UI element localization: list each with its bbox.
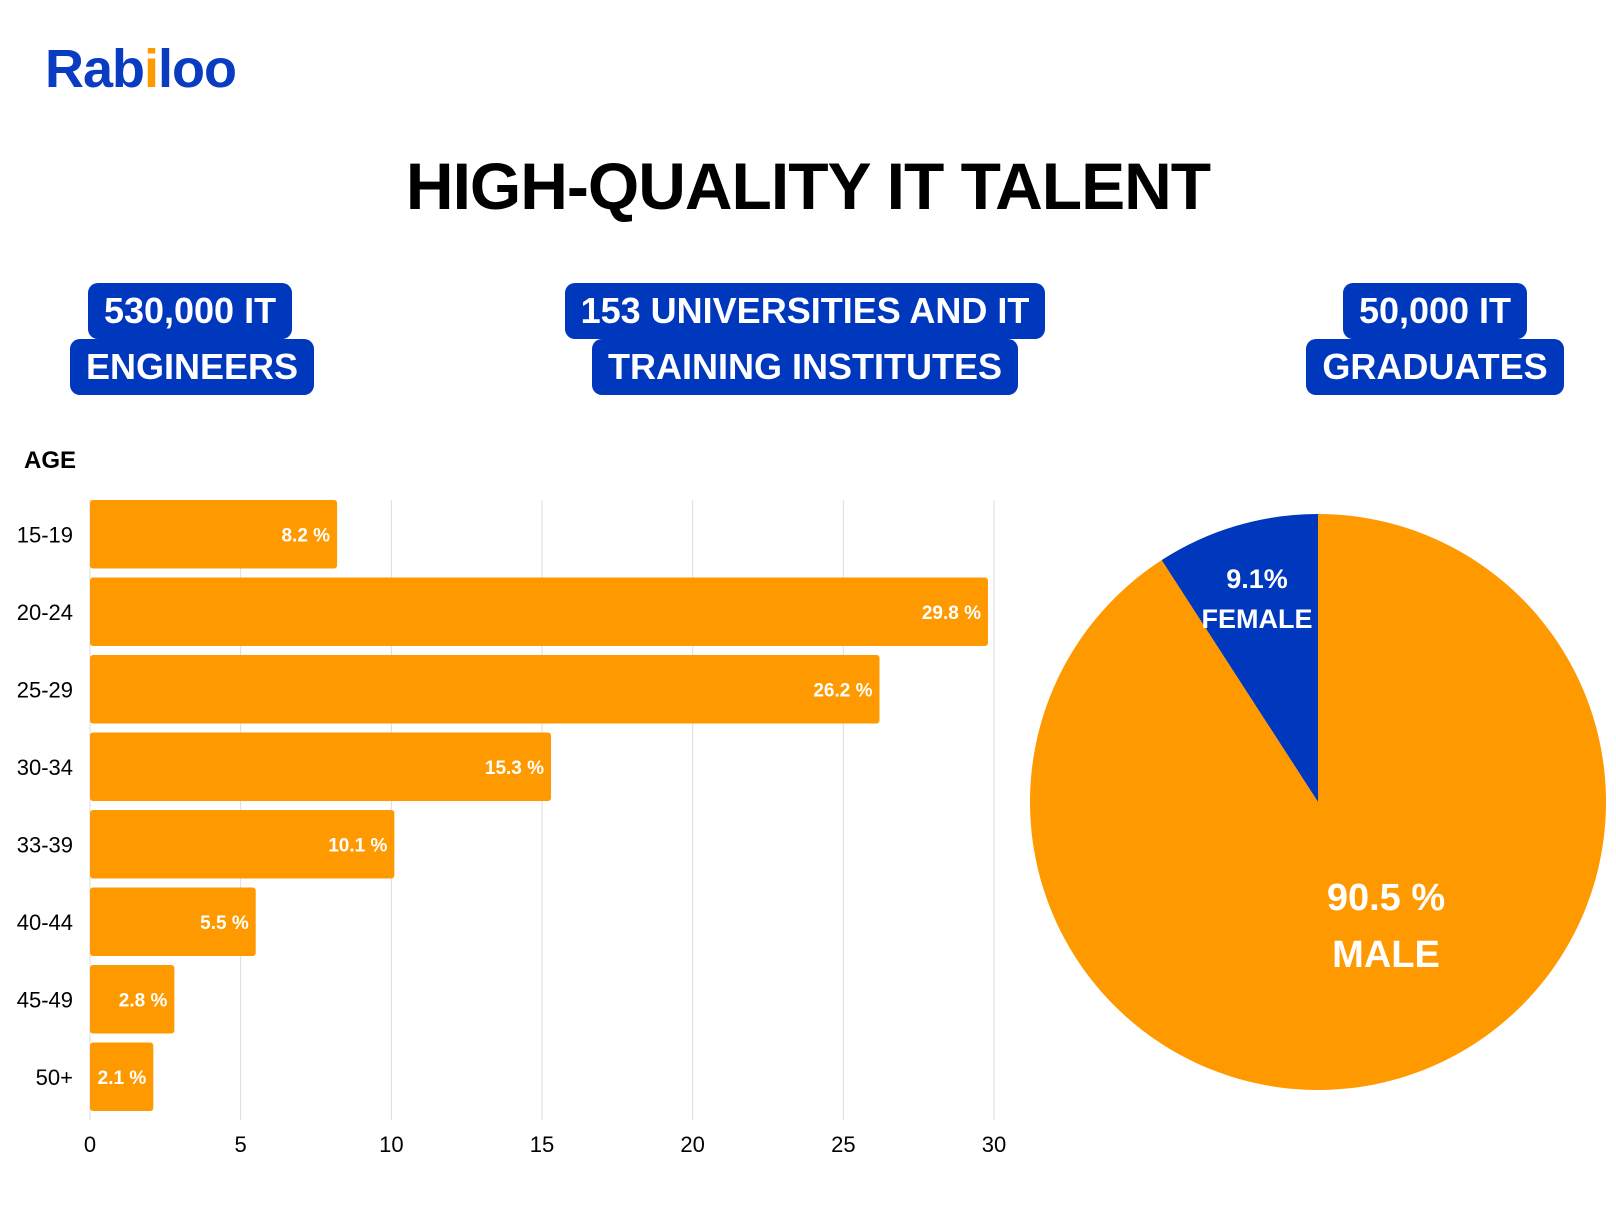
y-tick-label: 15-19 [17,522,73,547]
badge-line: 530,000 IT [87,283,293,339]
bar-data-label: 8.2 % [281,525,330,546]
bar-data-label: 26.2 % [813,680,872,701]
bar-50+ [90,1042,154,1111]
x-tick-label: 0 [84,1132,96,1157]
x-tick-label: 25 [831,1132,855,1157]
x-tick-label: 15 [530,1132,554,1157]
badge-line: 153 UNIVERSITIES AND IT [564,283,1046,339]
bar-40-44 [90,887,256,956]
badge-line: ENGINEERS [70,339,315,395]
badge-line: 50,000 IT [1342,283,1528,339]
bar-data-label: 15.3 % [485,758,544,779]
bar-data-label: 10.1 % [328,835,387,856]
y-tick-label: 25-29 [17,677,73,702]
y-tick-label: 33-39 [17,832,73,857]
bar-33-39 [90,810,395,879]
bar-data-label: 29.8 % [922,603,981,624]
pie-category-label: FEMALE [1202,604,1313,634]
x-tick-label: 5 [235,1132,247,1157]
badge-line: GRADUATES [1306,339,1564,395]
age-axis-label: AGE [24,447,77,474]
pie-slice-male [1029,513,1606,1090]
bar-30-34 [90,732,552,801]
pie-category-label: MALE [1332,934,1440,976]
bar-45-49 [90,965,175,1034]
engineers-badge: 530,000 IT ENGINEERS [70,283,315,395]
y-tick-label: 50+ [36,1065,73,1090]
y-tick-label: 30-34 [17,755,73,780]
graduates-badge: 50,000 IT GRADUATES [1290,283,1580,395]
rabiloo-logo: Rabiloo [45,39,237,99]
bar-data-label: 5.5 % [200,913,249,934]
x-tick-label: 20 [680,1132,704,1157]
x-tick-label: 30 [982,1132,1006,1157]
y-tick-label: 40-44 [17,910,73,935]
bar-20-24 [90,577,988,646]
pie-value-label: 90.5 % [1327,877,1445,919]
universities-badge: 153 UNIVERSITIES AND IT TRAINING INSTITU… [560,283,1050,395]
bar-15-19 [90,500,338,569]
y-tick-label: 20-24 [17,600,73,625]
bar-data-label: 2.8 % [119,990,168,1011]
x-tick-label: 10 [379,1132,403,1157]
y-tick-label: 45-49 [17,987,73,1012]
pie-value-label: 9.1% [1226,564,1288,594]
bar-data-label: 2.1 % [98,1068,147,1089]
bar-25-29 [90,655,880,724]
badge-line: TRAINING INSTITUTES [592,339,1018,395]
page-title: HIGH-QUALITY IT TALENT [405,149,1211,223]
pie-slice-female [1161,514,1318,802]
